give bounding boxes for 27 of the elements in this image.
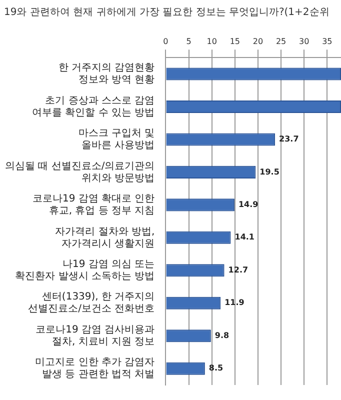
x-tick-label: 10 xyxy=(206,36,217,46)
y-tick-label: 나19 감염 의심 또는 확진환자 발생시 소독하는 방법 xyxy=(15,259,155,282)
data-label: 23.7 xyxy=(279,134,299,144)
data-label: 14.9 xyxy=(238,200,259,210)
data-label: 19.5 xyxy=(260,167,280,176)
y-tick-label: 자가격리 절차와 방법, 자가격리시 생활지원 xyxy=(55,226,155,250)
y-tick-label: 의심될 때 선별진료소/의료기관의 위치와 방문방법 xyxy=(4,160,155,184)
data-label: 12.7 xyxy=(228,265,248,274)
y-tick-label: 코로나19 감염 검사비용과 절차, 치료비 지원 정보 xyxy=(36,324,155,348)
x-tick-label: 30 xyxy=(299,36,310,46)
x-tick-label: 0 xyxy=(163,36,168,46)
y-tick-label: 센터(1339), 한 거주지의 선별진료소/보건소 전화번호 xyxy=(28,292,155,315)
chart-title: 19와 관련하여 현재 귀하에게 가장 필요한 정보는 무엇입니까?(1+2순위 xyxy=(3,6,330,20)
y-tick-label: 코로나19 감염 확대로 인한 휴교, 휴업 등 정부 지침 xyxy=(32,194,155,217)
y-tick-label: 초기 증상과 스스로 감염 여부를 확인할 수 있는 방법 xyxy=(32,95,155,118)
x-tick-label: 20 xyxy=(252,36,264,46)
x-tick-label: 5 xyxy=(186,36,192,46)
data-label: 14.1 xyxy=(234,232,255,242)
data-label: 9.8 xyxy=(214,330,230,340)
x-tick-label: 15 xyxy=(230,36,240,46)
y-tick-label: 미고지로 인한 추가 감염자 발생 등 관련한 법적 처벌 xyxy=(35,357,155,380)
data-label: 8.5 xyxy=(208,364,224,373)
data-label: 11.9 xyxy=(224,298,245,308)
y-tick-label: 한 거주지의 감염현황 정보와 방역 현황 xyxy=(58,62,155,86)
y-tick-label: 마스크 구입처 및 올바른 사용방법 xyxy=(78,128,155,152)
x-tick-label: 25 xyxy=(276,36,286,46)
x-tick-label: 35 xyxy=(322,36,332,46)
